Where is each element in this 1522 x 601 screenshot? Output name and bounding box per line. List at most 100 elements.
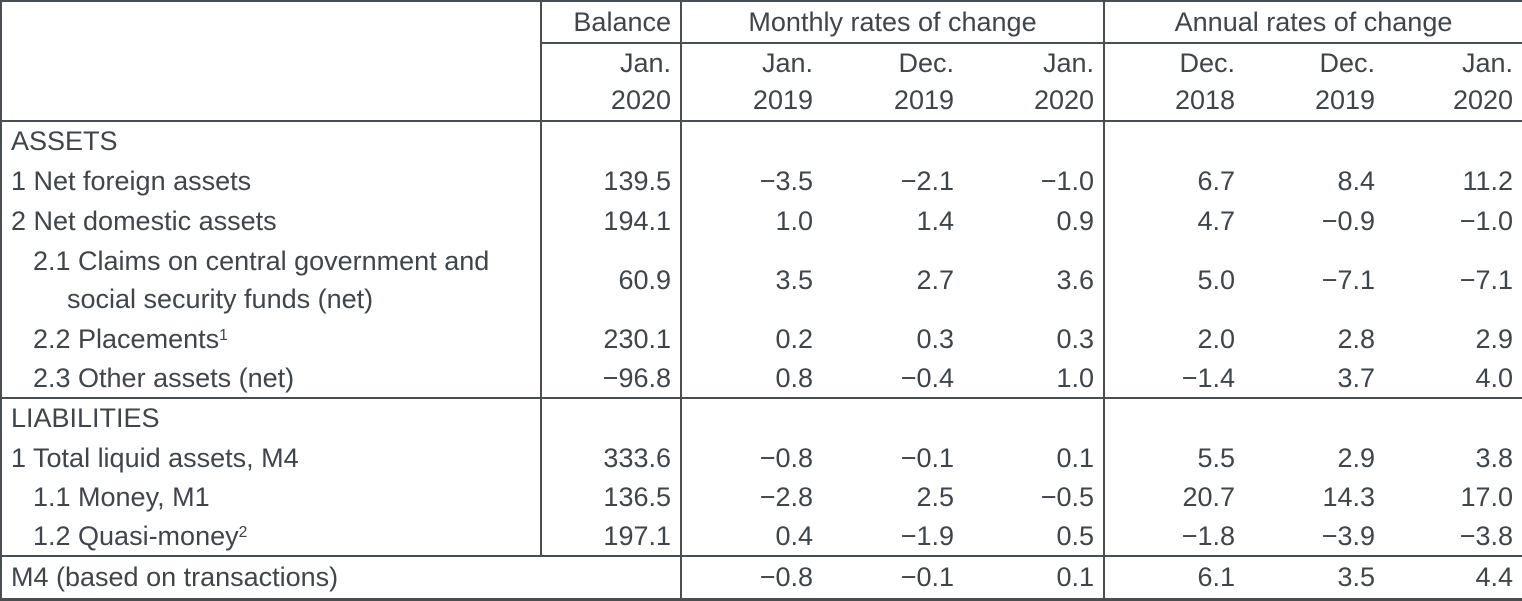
period-year: 2019	[893, 85, 954, 115]
annual-value: 3.7	[1337, 362, 1376, 393]
monthly-period-header: Jan. 2019	[681, 43, 822, 122]
monthly-value: 1.4	[916, 205, 954, 236]
annual-value: −0.9	[1321, 205, 1376, 236]
monthly-value: −0.5	[963, 478, 1106, 517]
annual-value: 14.3	[1322, 482, 1376, 512]
annual-value: 5.5	[1103, 438, 1245, 478]
corner-cell	[1, 1, 542, 122]
monthly-value: −3.5	[759, 165, 813, 196]
annual-period-header: Jan. 2020	[1384, 43, 1522, 122]
annual-value: 11.2	[1462, 165, 1514, 196]
empty-cell	[1244, 121, 1384, 161]
annual-value: 3.5	[1337, 561, 1376, 592]
empty-cell	[963, 398, 1106, 438]
monthly-value: 0.1	[963, 438, 1106, 478]
monthly-value: 2.7	[916, 264, 954, 295]
row-label: 2 Net domestic assets	[1, 201, 541, 241]
row-label: 2.2 Placements1	[1, 319, 541, 359]
annual-value: −3.8	[1459, 520, 1514, 551]
monthly-value: 0.5	[963, 517, 1106, 556]
section-row-assets: ASSETS	[1, 121, 1522, 161]
row-label-main: 2.2 Placements	[33, 323, 220, 354]
row-label-text: 2 Net domestic assets	[11, 205, 277, 236]
row-label-main: 1.2 Quasi-money	[33, 520, 239, 551]
footer-row-m4-transactions: M4 (based on transactions) −0.8 −0.1 0.1…	[1, 556, 1522, 599]
annual-value: 4.0	[1475, 362, 1514, 393]
table-row: 2 Net domestic assets 194.1 1.0 1.4 0.9 …	[1, 201, 1522, 241]
row-label: 1.1 Money, M1	[1, 478, 541, 517]
annual-value: 2.9	[1475, 323, 1514, 354]
monthly-value: 0.3	[963, 319, 1106, 359]
annual-value: −1.8	[1103, 517, 1245, 556]
period-month: Dec.	[898, 48, 954, 78]
empty-cell	[1103, 398, 1245, 438]
table-header: Balance Monthly rates of change Annual r…	[1, 1, 1522, 122]
period-month: Jan.	[619, 48, 671, 78]
table-body: ASSETS 1 Net foreign assets 139.5 −3.5 −…	[1, 121, 1522, 599]
period-year: 2019	[752, 85, 813, 115]
empty-cell	[681, 121, 822, 161]
balance-value: 230.1	[540, 319, 682, 359]
period-year: 2020	[1033, 85, 1095, 115]
monthly-value: −0.4	[900, 362, 954, 393]
empty-cell	[822, 121, 963, 161]
footnote-marker: 2	[238, 523, 248, 541]
annual-period-header: Dec. 2018	[1103, 43, 1245, 122]
annual-value: −7.1	[1459, 264, 1514, 295]
period-year: 2019	[1314, 85, 1376, 115]
monthly-value: −0.8	[759, 442, 813, 473]
header-period-row: Jan. 2020 Jan. 2019 Dec. 2019 Jan. 2020 …	[1, 43, 1522, 122]
period-year: 2020	[1452, 85, 1514, 115]
row-label-text: 1 Total liquid assets, M4	[11, 442, 299, 473]
balance-value: 139.5	[540, 161, 682, 201]
balance-value: −96.8	[540, 359, 682, 398]
table-row: 2.1 Claims on central government and soc…	[1, 241, 1522, 319]
row-label-text: 1.1 Money, M1	[33, 482, 210, 512]
footnote-marker: 1	[219, 326, 228, 344]
annual-rates-group-header: Annual rates of change	[1104, 1, 1522, 44]
empty-cell	[1244, 398, 1384, 438]
monthly-value: 0.9	[963, 201, 1106, 241]
balance-value: 197.1	[540, 517, 682, 556]
annual-period-header: Dec. 2019	[1244, 43, 1385, 122]
monthly-value: 0.2	[775, 323, 813, 354]
period-month: Dec.	[1179, 48, 1236, 78]
monthly-value: 3.6	[963, 241, 1106, 319]
annual-value: 4.7	[1103, 201, 1245, 241]
row-label: 1 Net foreign assets	[1, 161, 541, 201]
monthly-value: −0.8	[680, 556, 822, 599]
empty-cell	[681, 398, 822, 438]
annual-value: −7.1	[1321, 264, 1376, 295]
annual-value: 6.1	[1103, 556, 1245, 599]
period-month: Jan.	[1461, 48, 1514, 78]
annual-value: 2.9	[1337, 442, 1376, 473]
monthly-period-header: Jan. 2020	[963, 43, 1106, 122]
annual-value: 2.8	[1337, 323, 1376, 354]
monthly-value: 0.8	[775, 362, 813, 393]
empty-cell	[540, 121, 682, 161]
empty-cell	[1384, 121, 1522, 161]
balance-value: 333.6	[540, 438, 682, 478]
empty-cell	[963, 121, 1106, 161]
annual-value: −3.9	[1321, 520, 1376, 551]
header-group-row: Balance Monthly rates of change Annual r…	[1, 1, 1522, 122]
monthly-value: −0.1	[900, 442, 954, 473]
annual-value: 17.0	[1460, 482, 1514, 512]
monthly-value: −2.1	[900, 165, 954, 196]
period-year: 2020	[610, 85, 671, 115]
period-month: Jan.	[761, 48, 813, 78]
section-header: LIABILITIES	[11, 403, 160, 433]
monthly-value: 0.1	[963, 556, 1106, 599]
monthly-value: 0.4	[775, 520, 813, 551]
period-year: 2018	[1174, 85, 1236, 115]
row-label: 2.1 Claims on central government and soc…	[1, 241, 541, 319]
row-label-line1: 2.1 Claims on central government and	[33, 246, 490, 276]
table-row: 1.2 Quasi-money2 197.1 0.4 −1.9 0.5 −1.8…	[1, 517, 1522, 556]
table-row: 2.2 Placements1 230.1 0.2 0.3 0.3 2.0 2.…	[1, 319, 1522, 359]
period-month: Dec.	[1319, 48, 1376, 78]
row-label: M4 (based on transactions)	[11, 561, 339, 592]
annual-value: 20.7	[1103, 478, 1245, 517]
monthly-value: 3.5	[775, 264, 813, 295]
